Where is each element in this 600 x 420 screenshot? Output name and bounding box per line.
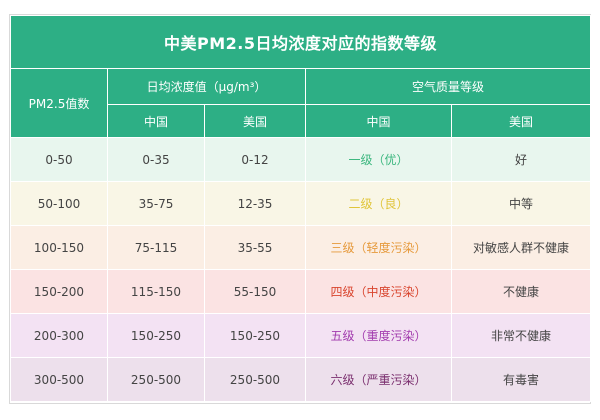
- cell-pm: 0-50: [10, 137, 108, 182]
- cell-cn-level: 三级（轻度污染）: [305, 225, 452, 270]
- cell-cn-level: 一级（优）: [305, 137, 452, 182]
- cell-cn-conc: 35-75: [107, 181, 205, 226]
- cell-pm: 200-300: [10, 313, 108, 358]
- cell-us-conc: 55-150: [204, 269, 306, 314]
- cell-us-conc: 150-250: [204, 313, 306, 358]
- cell-us-conc: 250-500: [204, 357, 306, 402]
- cell-cn-level: 六级（严重污染）: [305, 357, 452, 402]
- table-row: 100-150 75-115 35-55 三级（轻度污染） 对敏感人群不健康: [10, 225, 592, 270]
- header-pm-index: PM2.5值数: [10, 68, 108, 138]
- cell-cn-conc: 150-250: [107, 313, 205, 358]
- cell-pm: 150-200: [10, 269, 108, 314]
- header-level-usa: 美国: [450, 104, 592, 138]
- cell-cn-level: 四级（中度污染）: [305, 269, 452, 314]
- cell-cn-conc: 115-150: [107, 269, 205, 314]
- cell-us-conc: 12-35: [204, 181, 306, 226]
- cell-cn-conc: 75-115: [107, 225, 205, 270]
- table-row: 300-500 250-500 250-500 六级（严重污染） 有毒害: [10, 357, 592, 402]
- cell-us-conc: 35-55: [204, 225, 306, 270]
- cell-pm: 50-100: [10, 181, 108, 226]
- cell-us-level: 好: [450, 137, 592, 182]
- cell-cn-conc: 250-500: [107, 357, 205, 402]
- header-air-quality: 空气质量等级: [304, 68, 592, 105]
- cell-us-conc: 0-12: [204, 137, 306, 182]
- header-conc-usa: 美国: [204, 104, 306, 138]
- table-row: 150-200 115-150 55-150 四级（中度污染） 不健康: [10, 269, 592, 314]
- cell-pm: 300-500: [10, 357, 108, 402]
- cell-us-level: 不健康: [450, 269, 592, 314]
- pm25-index-table: 中美PM2.5日均浓度对应的指数等级 PM2.5值数 日均浓度值（μg/m³） …: [9, 15, 592, 402]
- header-conc-china: 中国: [107, 104, 205, 138]
- table-row: 0-50 0-35 0-12 一级（优） 好: [10, 137, 592, 182]
- cell-cn-level: 五级（重度污染）: [305, 313, 452, 358]
- cell-us-level: 非常不健康: [450, 313, 592, 358]
- header-concentration: 日均浓度值（μg/m³）: [107, 68, 306, 105]
- cell-cn-level: 二级（良）: [305, 181, 452, 226]
- table-title: 中美PM2.5日均浓度对应的指数等级: [9, 15, 592, 69]
- header-concentration-label: 日均浓度值（μg/m³）: [146, 80, 267, 94]
- cell-us-level: 有毒害: [450, 357, 592, 402]
- cell-pm: 100-150: [10, 225, 108, 270]
- cell-us-level: 对敏感人群不健康: [450, 225, 592, 270]
- cell-us-level: 中等: [450, 181, 592, 226]
- header-level-china: 中国: [305, 104, 452, 138]
- cell-cn-conc: 0-35: [107, 137, 205, 182]
- table-row: 200-300 150-250 150-250 五级（重度污染） 非常不健康: [10, 313, 592, 358]
- pm25-table-container: 中美PM2.5日均浓度对应的指数等级 PM2.5值数 日均浓度值（μg/m³） …: [9, 14, 592, 404]
- table-row: 50-100 35-75 12-35 二级（良） 中等: [10, 181, 592, 226]
